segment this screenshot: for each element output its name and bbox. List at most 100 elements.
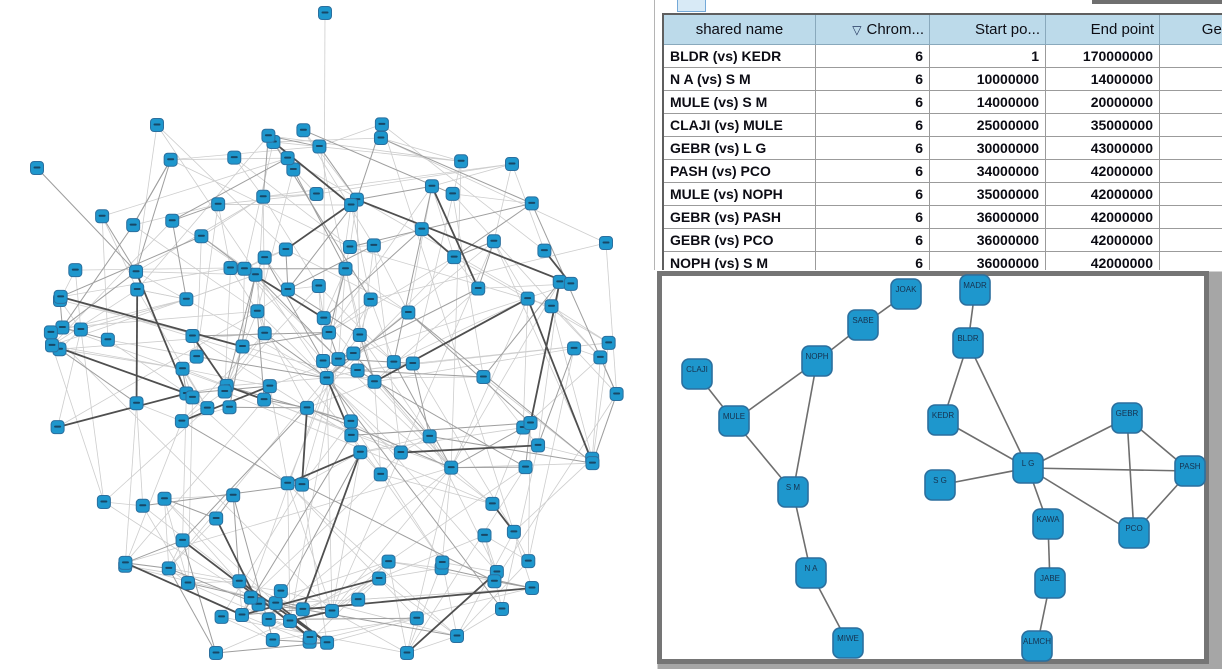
network-edge[interactable] <box>380 137 607 244</box>
network-edge[interactable] <box>75 267 231 271</box>
network-edge[interactable] <box>967 342 1029 469</box>
network-edge[interactable] <box>522 298 529 428</box>
network-edge[interactable] <box>80 298 187 330</box>
network-node[interactable] <box>1118 517 1150 549</box>
network-edge[interactable] <box>373 245 402 453</box>
network-edge[interactable] <box>452 193 532 204</box>
network-edge[interactable] <box>388 561 442 569</box>
network-edge[interactable] <box>431 163 513 187</box>
network-edge[interactable] <box>182 368 270 387</box>
network-edge[interactable] <box>379 567 442 579</box>
network-edge[interactable] <box>125 562 169 569</box>
network-edge[interactable] <box>256 169 294 312</box>
network-edge[interactable] <box>319 146 361 336</box>
network-edge[interactable] <box>232 495 240 582</box>
network-edge[interactable] <box>244 141 274 269</box>
network-edge[interactable] <box>349 202 532 248</box>
network-edge[interactable] <box>125 539 183 564</box>
network-edge[interactable] <box>393 186 433 363</box>
network-node[interactable] <box>890 278 922 310</box>
network-edge[interactable] <box>302 534 485 610</box>
network-edge[interactable] <box>224 274 256 392</box>
network-edge[interactable] <box>285 249 409 313</box>
network-edge[interactable] <box>59 348 137 404</box>
network-edge[interactable] <box>1027 467 1135 534</box>
network-edge[interactable] <box>429 435 593 464</box>
network-edge[interactable] <box>172 203 219 222</box>
network-edge[interactable] <box>164 494 234 500</box>
column-header-chrom-[interactable]: ▽ Chrom... <box>815 13 930 45</box>
network-edge[interactable] <box>62 271 137 328</box>
network-edge[interactable] <box>170 146 320 161</box>
network-edge[interactable] <box>1126 417 1135 534</box>
table-row[interactable]: GEBR (vs) PCO636000000420000008.4 <box>662 228 1222 252</box>
network-edge[interactable] <box>302 587 533 611</box>
network-edge[interactable] <box>181 332 265 422</box>
network-edge[interactable] <box>226 385 352 422</box>
network-edge[interactable] <box>331 561 389 612</box>
table-row[interactable]: GEBR (vs) PASH636000000420000008.9 <box>662 205 1222 229</box>
network-node[interactable] <box>795 557 827 589</box>
network-edge[interactable] <box>452 193 484 378</box>
network-edge[interactable] <box>483 376 524 428</box>
network-edge[interactable] <box>287 199 358 290</box>
network-edge[interactable] <box>450 467 493 505</box>
network-edge[interactable] <box>359 334 430 437</box>
network-edge[interactable] <box>255 274 339 360</box>
network-edge[interactable] <box>61 224 134 328</box>
network-edge[interactable] <box>125 399 265 564</box>
network-edge[interactable] <box>318 146 358 200</box>
network-edge[interactable] <box>273 141 462 162</box>
network-edge[interactable] <box>551 305 609 344</box>
network-edge[interactable] <box>356 198 572 285</box>
network-edge[interactable] <box>406 466 526 654</box>
table-row[interactable]: MULE (vs) S M614000000200000007.5 <box>662 90 1222 114</box>
network-edge[interactable] <box>132 224 258 312</box>
network-edge[interactable] <box>135 271 327 379</box>
network-edge[interactable] <box>337 268 346 360</box>
network-node[interactable] <box>959 274 991 306</box>
network-edge[interactable] <box>441 467 452 569</box>
network-edge[interactable] <box>135 289 139 404</box>
network-edge[interactable] <box>331 452 361 612</box>
network-edge[interactable] <box>244 268 324 362</box>
network-node[interactable] <box>681 358 713 390</box>
table-tab[interactable] <box>677 0 706 12</box>
network-edge[interactable] <box>452 193 601 358</box>
column-header-end-point[interactable]: End point <box>1045 13 1160 45</box>
network-edge[interactable] <box>224 267 231 392</box>
network-edge[interactable] <box>234 157 351 248</box>
network-edge[interactable] <box>226 285 320 387</box>
network-edge[interactable] <box>1027 467 1191 472</box>
network-edge[interactable] <box>264 332 352 436</box>
network-edge[interactable] <box>59 348 183 370</box>
network-edge[interactable] <box>241 435 352 616</box>
network-node[interactable] <box>832 627 864 659</box>
network-edge[interactable] <box>380 137 462 162</box>
network-edge[interactable] <box>182 368 227 387</box>
network-node[interactable] <box>801 345 833 377</box>
network-edge[interactable] <box>306 407 452 469</box>
network-edge[interactable] <box>374 348 575 383</box>
network-edge[interactable] <box>124 421 183 566</box>
network-edge[interactable] <box>380 137 532 204</box>
network-node[interactable] <box>847 309 879 341</box>
small-network-canvas[interactable]: JOAK MADR SABE NOPH BLDR CLAJI MULE KEDR GEBR L G… <box>655 270 1222 669</box>
network-edge[interactable] <box>242 268 245 347</box>
network-edge[interactable] <box>328 256 455 333</box>
network-edge[interactable] <box>287 483 291 622</box>
network-node[interactable] <box>924 469 956 501</box>
network-edge[interactable] <box>268 619 328 644</box>
network-edge[interactable] <box>57 392 187 429</box>
network-edge[interactable] <box>345 268 375 382</box>
network-edge[interactable] <box>591 357 601 459</box>
network-edge[interactable] <box>80 329 105 503</box>
network-edge[interactable] <box>268 467 452 620</box>
network-node[interactable] <box>1012 452 1044 484</box>
network-edge[interactable] <box>393 298 528 363</box>
network-edge[interactable] <box>351 422 531 436</box>
network-edge[interactable] <box>328 268 346 333</box>
network-edge[interactable] <box>450 161 462 468</box>
network-edge[interactable] <box>450 281 561 468</box>
network-edge[interactable] <box>268 135 462 162</box>
